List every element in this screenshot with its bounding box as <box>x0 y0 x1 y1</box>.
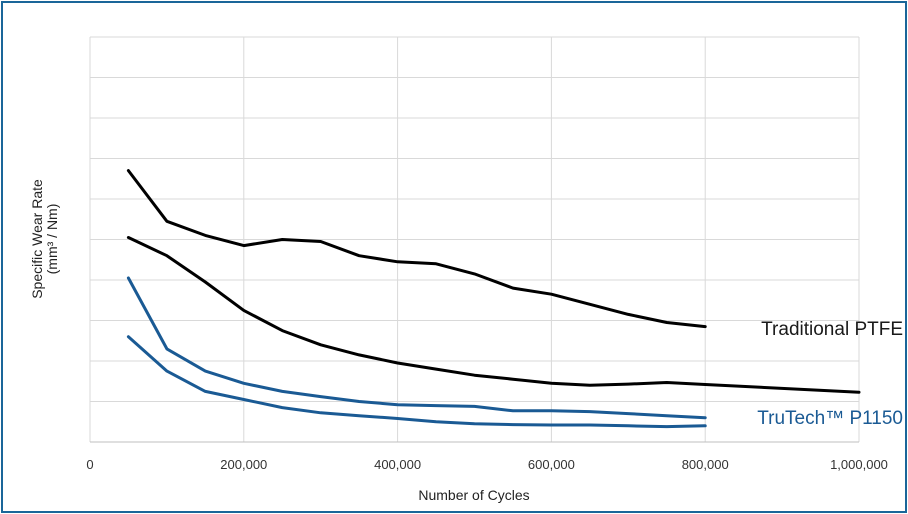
y-axis-title-line1: Specific Wear Rate <box>29 179 45 299</box>
series-label-trutech-p1150: TruTech™ P1150 <box>757 408 903 429</box>
x-tick-label: 200,000 <box>220 457 267 472</box>
series-line-trutech-p1150-upper <box>126 276 707 420</box>
series-lines <box>126 169 861 429</box>
series-line-traditional-ptfe-upper <box>126 169 707 329</box>
x-tick-labels: 0 200,000 400,000 600,000 800,000 1,000,000 <box>86 457 888 472</box>
x-tick-label: 1,000,000 <box>830 457 888 472</box>
grid-lines <box>89 36 860 443</box>
x-tick-label: 600,000 <box>528 457 575 472</box>
y-axis-title-line2: (mm³ / Nm) <box>44 204 60 275</box>
series-line-trutech-p1150-lower <box>126 335 707 429</box>
series-line-traditional-ptfe-lower <box>126 236 861 394</box>
series-label-traditional-ptfe: Traditional PTFE <box>761 319 903 340</box>
x-tick-label: 400,000 <box>374 457 421 472</box>
y-axis-title: Specific Wear Rate (mm³ / Nm) <box>29 179 60 299</box>
x-tick-label: 800,000 <box>682 457 729 472</box>
x-tick-label: 0 <box>86 457 93 472</box>
x-axis-title: Number of Cycles <box>418 487 529 503</box>
